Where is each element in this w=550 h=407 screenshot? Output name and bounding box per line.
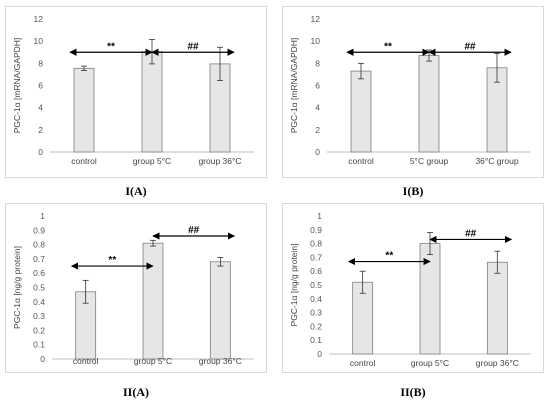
y-tick-label: 12 [34,14,44,24]
y-tick-label: 6 [315,81,320,91]
chart-panel-IIA: 0 0.1 0.2 0.3 0.4 0.5 0.6 0.7 0.8 0.9 1 PGC-1α [ng/… [5,203,267,373]
category-label: group 36°C [476,358,519,368]
y-tick-label: 2 [38,125,43,135]
bar [350,70,372,153]
y-tick-label: 0.4 [310,294,322,304]
y-tick-label: 12 [311,14,321,24]
y-tick-label: 0.7 [310,252,322,262]
bar [418,55,440,153]
chart-panel-IB: 0 2 4 6 8 10 12 PGC-1α [mRNA/GAPDH] control 5°C g… [282,6,544,178]
category-label: group 36°C [199,356,242,366]
category-label: 5°C group [410,156,449,166]
category-label: control [71,156,97,166]
y-tick-label: 0.9 [310,225,322,235]
y-tick-label: 8 [315,58,320,68]
significance-label: ## [465,228,477,239]
y-tick-label: 10 [311,36,321,46]
y-tick-label: 0.3 [33,311,45,321]
significance-label: ** [385,251,393,262]
bar-chart: 0 0.1 0.2 0.3 0.4 0.5 0.6 0.7 0.8 0.9 1 PGC-1α [ng/… [12,211,254,366]
y-axis-title: PGC-1α [ng/g protein] [12,246,22,329]
chart-panel-IIB: 0 0.1 0.2 0.3 0.4 0.5 0.6 0.7 0.8 0.9 1 PGC-1α [ng/… [282,203,544,373]
y-tick-label: 1 [40,211,45,221]
y-tick-label: 0.5 [310,280,322,290]
category-label: control [348,156,374,166]
category-label: group 5°C [133,156,171,166]
y-tick-label: 0.1 [33,340,45,350]
y-axis-title: PGC-1α [mRNA/GAPDH] [289,38,299,134]
bar-chart: 0 2 4 6 8 10 12 PGC-1α [mRNA/GAPDH] control group… [12,14,254,166]
category-label: group 5°C [134,356,172,366]
significance-label: ** [107,41,115,52]
y-tick-label: 8 [38,58,43,68]
y-tick-label: 0.1 [310,335,322,345]
bar [141,51,163,153]
y-tick-label: 0.6 [310,266,322,276]
chart-panel-IA: 0 2 4 6 8 10 12 PGC-1α [mRNA/GAPDH] control group… [5,6,267,178]
bar [486,261,508,355]
y-tick-label: 10 [34,36,44,46]
significance-label: ## [188,225,200,236]
y-tick-label: 0 [40,354,45,364]
caption-IIB: II(B) [400,385,426,399]
y-tick-label: 0.6 [33,268,45,278]
y-tick-label: 0.9 [33,225,45,235]
y-tick-label: 0.5 [33,283,45,293]
y-tick-label: 0 [315,147,320,157]
y-axis-title: PGC-1α [ng/g protein] [289,244,299,327]
bar [142,242,164,360]
category-label: group 36°C [198,156,241,166]
significance-label: ## [464,41,476,52]
y-tick-label: 0 [38,147,43,157]
y-tick-label: 2 [315,125,320,135]
y-tick-label: 0.2 [310,321,322,331]
category-label: control [73,356,99,366]
y-tick-label: 1 [317,211,322,221]
y-tick-label: 0.2 [33,325,45,335]
y-tick-label: 0.8 [310,239,322,249]
category-label: group 5°C [411,358,449,368]
y-tick-label: 6 [38,81,43,91]
category-label: 36°C group [475,156,518,166]
significance-label: ** [384,41,392,52]
bar-chart: 0 2 4 6 8 10 12 PGC-1α [mRNA/GAPDH] control 5°C g… [289,14,531,166]
significance-label: ** [108,255,116,266]
caption-IA: I(A) [125,184,147,198]
caption-IIA: II(A) [123,385,149,399]
y-tick-label: 0.4 [33,297,45,307]
y-tick-label: 0.3 [310,308,322,318]
y-tick-label: 0 [317,349,322,359]
bar-chart: 0 0.1 0.2 0.3 0.4 0.5 0.6 0.7 0.8 0.9 1 PGC-1α [ng/… [289,211,531,368]
caption-IB: I(B) [402,184,424,198]
y-tick-label: 4 [38,103,43,113]
bar [419,243,441,355]
y-tick-label: 0.8 [33,240,45,250]
bar [209,261,231,360]
y-tick-label: 0.7 [33,254,45,264]
bar [73,67,95,153]
significance-label: ## [187,41,199,52]
y-tick-label: 4 [315,103,320,113]
category-label: control [350,358,376,368]
y-axis-title: PGC-1α [mRNA/GAPDH] [12,38,22,134]
